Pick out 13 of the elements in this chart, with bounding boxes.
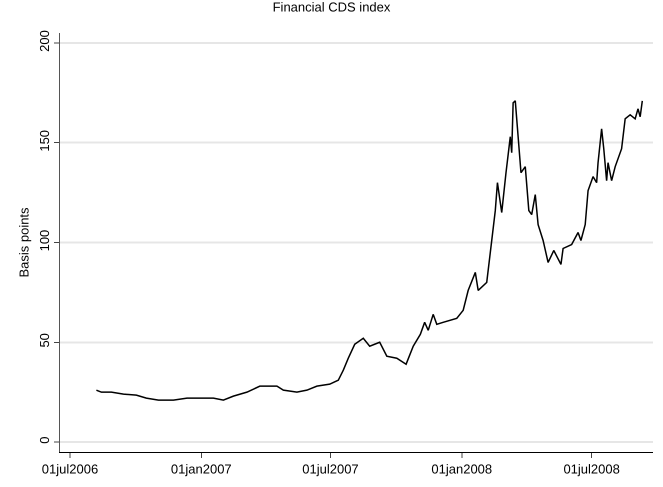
y-tick-label: 150 [36, 130, 52, 152]
line-series [96, 100, 644, 401]
x-tick-label: 01jul2007 [302, 462, 359, 477]
y-tick-label: 100 [36, 230, 52, 252]
y-tick-label: 50 [36, 333, 52, 348]
x-tick-label: 01jul2006 [42, 462, 98, 477]
y-axis-title: Basis points [16, 206, 32, 278]
chart-title: Financial CDS index [272, 0, 391, 15]
x-tick-label: 01jan2007 [170, 462, 232, 477]
x-tick-label: 01jan2008 [431, 462, 492, 477]
x-tick-label: 01jul2008 [563, 462, 620, 477]
y-tick-label: 200 [36, 30, 52, 52]
y-tick-label: 0 [36, 436, 52, 444]
